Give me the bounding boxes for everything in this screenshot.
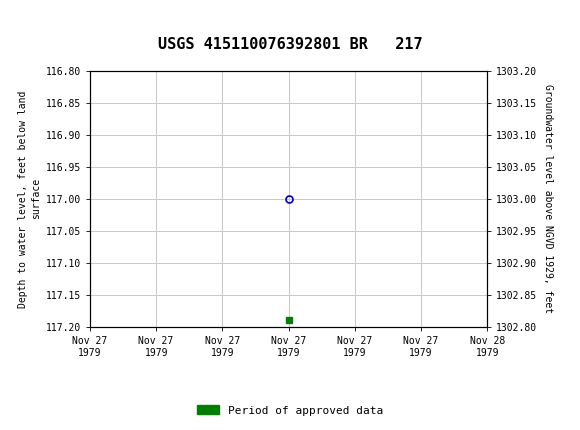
Legend: Period of approved data: Period of approved data — [193, 401, 387, 420]
Y-axis label: Groundwater level above NGVD 1929, feet: Groundwater level above NGVD 1929, feet — [543, 84, 553, 313]
Text: USGS 415110076392801 BR   217: USGS 415110076392801 BR 217 — [158, 37, 422, 52]
Y-axis label: Depth to water level, feet below land
surface: Depth to water level, feet below land su… — [18, 90, 41, 307]
Text: ≡USGS: ≡USGS — [7, 12, 67, 27]
